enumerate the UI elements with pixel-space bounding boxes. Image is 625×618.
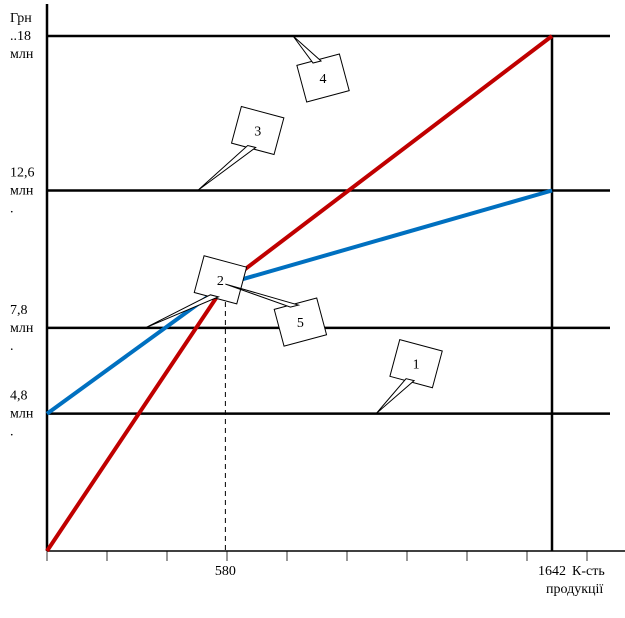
- series-line: [45, 188, 553, 416]
- series-line: [45, 34, 554, 553]
- callout-number: 4: [320, 72, 327, 87]
- x-axis-label-line1: К-сть: [572, 564, 605, 579]
- y-tick-label: .: [10, 425, 14, 440]
- callout-number: 3: [254, 125, 261, 140]
- callout-pointer: [145, 294, 220, 329]
- y-tick-label: .: [10, 339, 14, 354]
- y-axis-label-line1: Грн: [10, 11, 32, 26]
- y-tick-label: млн: [10, 321, 34, 336]
- y-tick-label: млн: [10, 407, 34, 422]
- callout-number: 2: [217, 274, 224, 289]
- x-tick-label: 580: [215, 564, 236, 579]
- callout-number: 5: [297, 316, 304, 331]
- y-tick-label: 4,8: [10, 389, 28, 404]
- x-axis-label-line2: продукції: [546, 582, 603, 597]
- callout-pointer: [197, 144, 257, 191]
- callout-pointer: [292, 35, 323, 64]
- callout-number: 1: [413, 358, 420, 373]
- y-tick-label: 7,8: [10, 303, 28, 318]
- y-axis-label-line2: ..18: [10, 29, 31, 44]
- y-tick-label: .: [10, 202, 14, 217]
- y-axis-label-line3: млн: [10, 47, 34, 62]
- callout-pointer: [225, 283, 301, 308]
- x-tick-label: 1642: [538, 564, 566, 579]
- y-tick-label: 12,6: [10, 166, 35, 181]
- callout-pointer: [375, 378, 416, 415]
- y-tick-label: млн: [10, 184, 34, 199]
